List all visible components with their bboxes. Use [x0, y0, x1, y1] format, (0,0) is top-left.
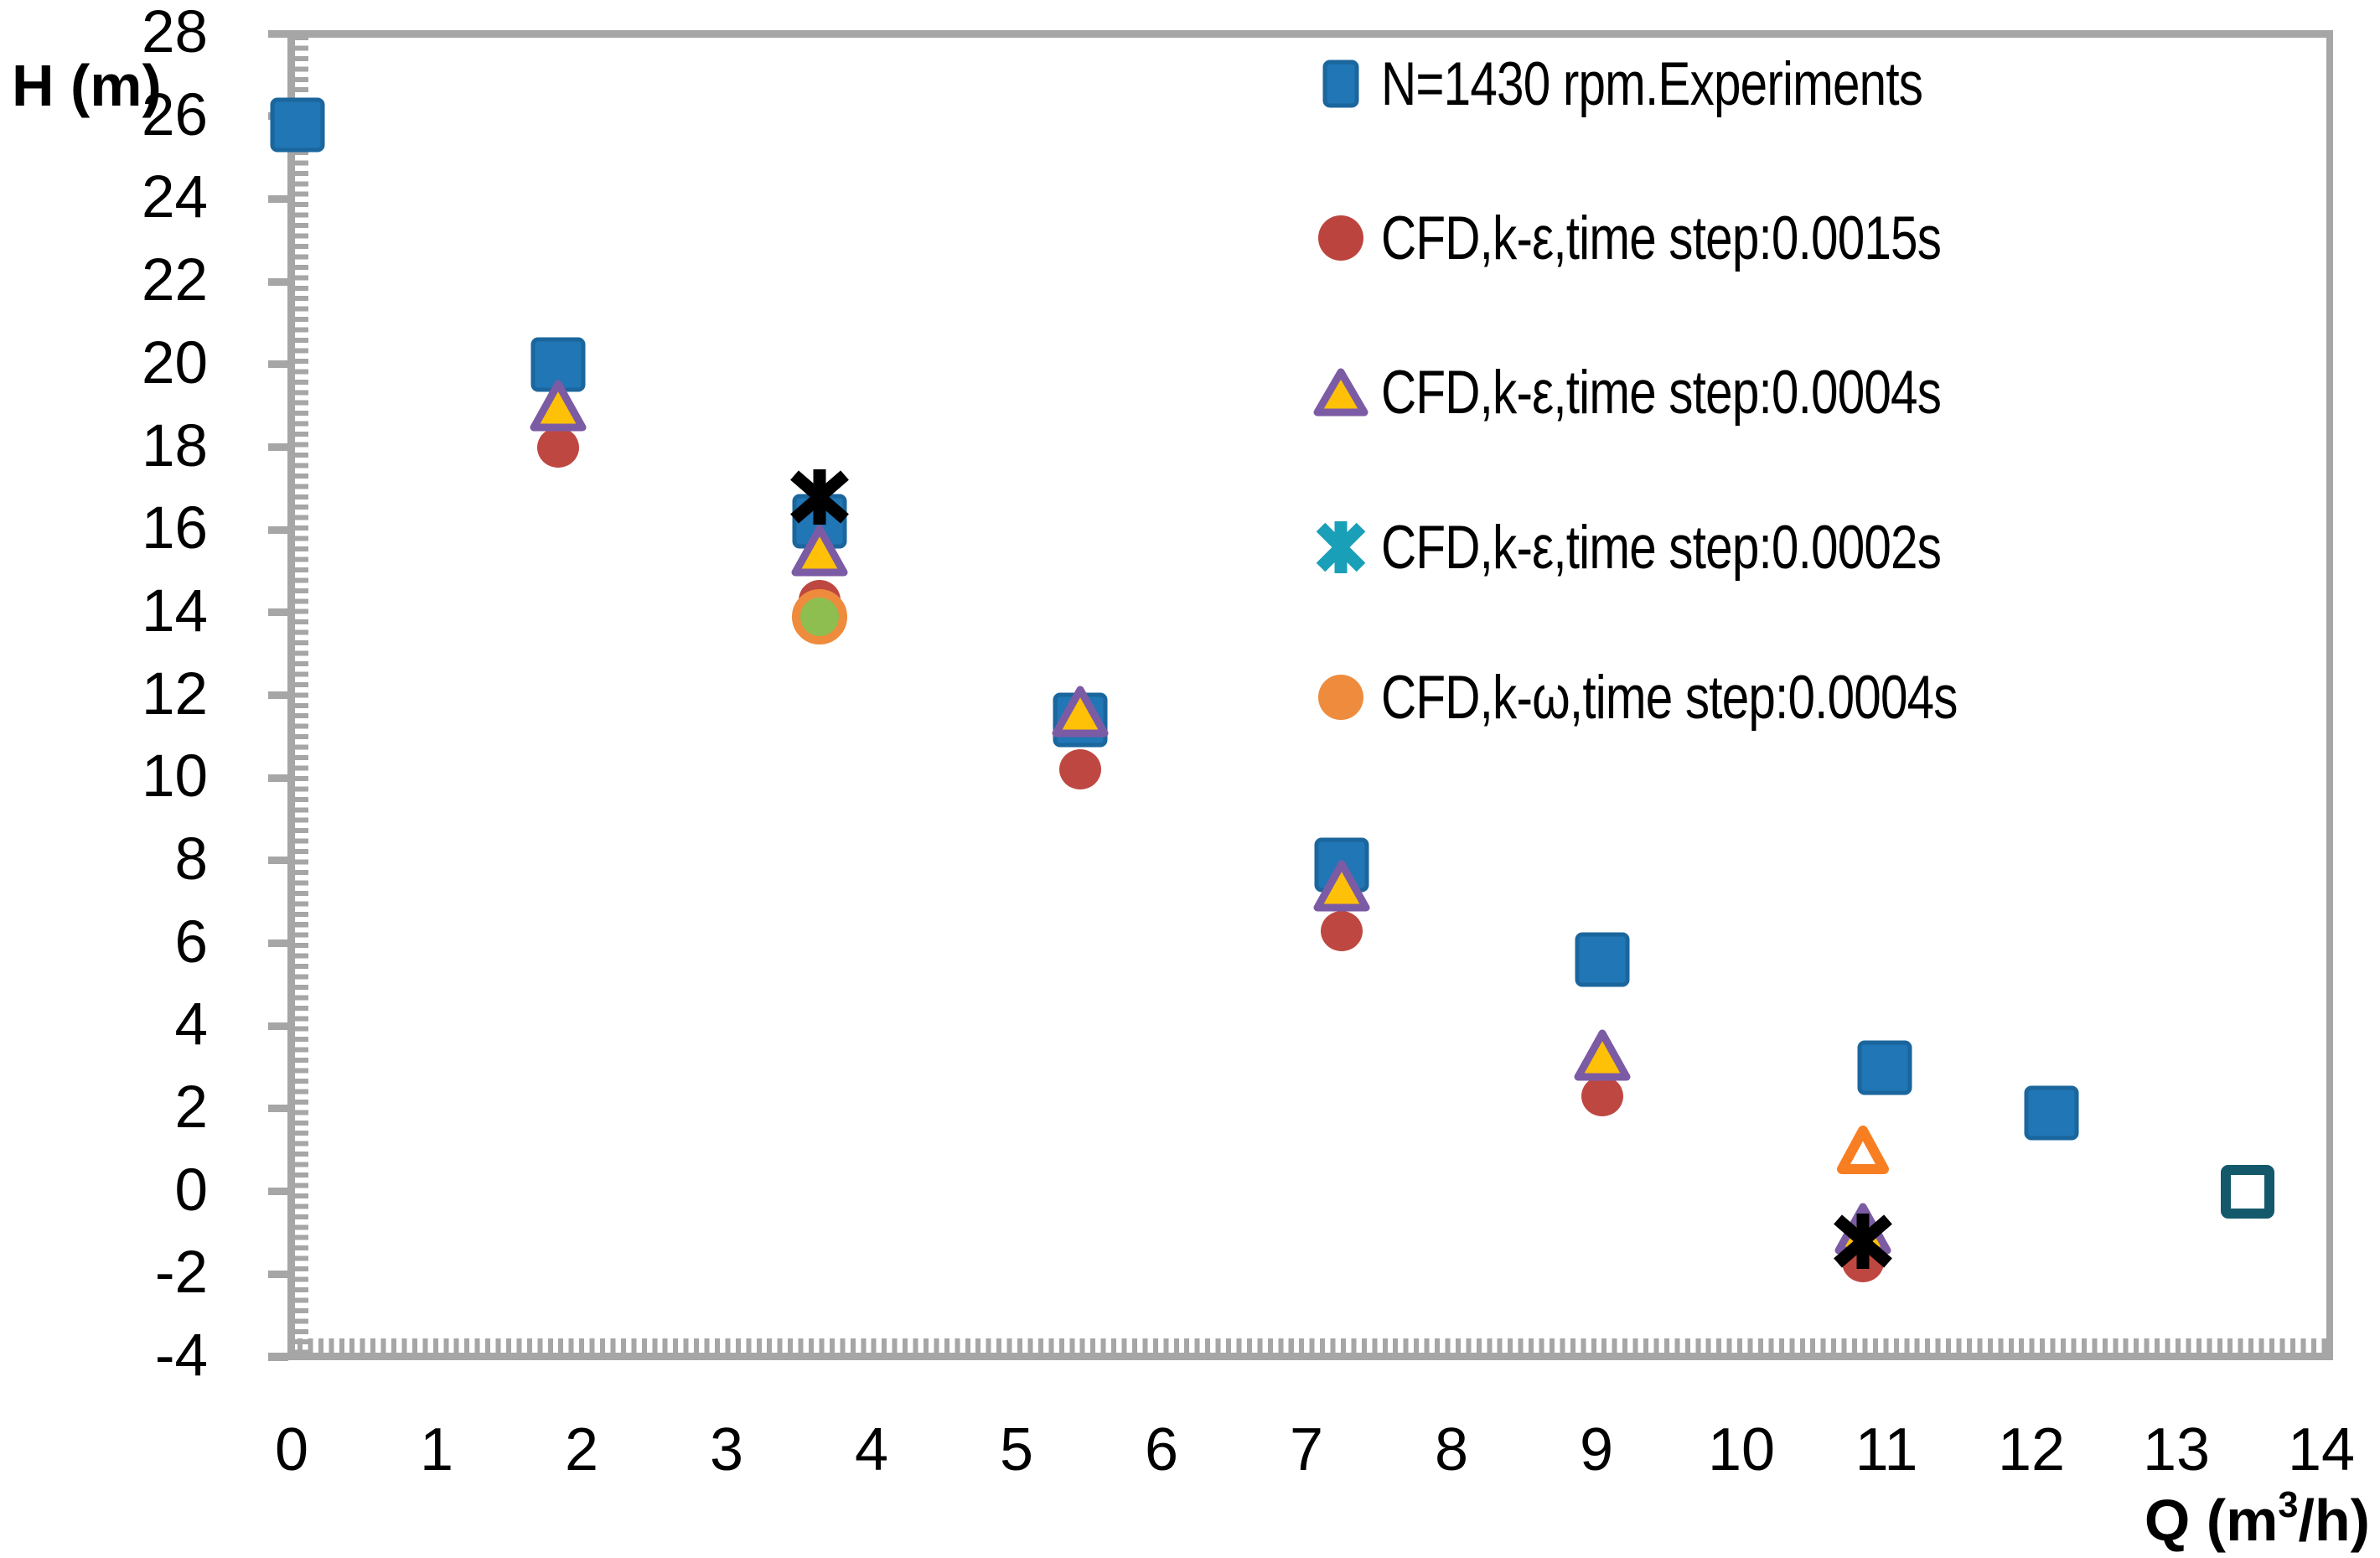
legend-label: CFD,k-ε,time step:0.0004s	[1381, 358, 1942, 427]
legend-item-1: CFD,k-ε,time step:0.0015s	[1312, 203, 2081, 273]
data-point-s3-0	[791, 588, 848, 645]
legend-item-2: CFD,k-ε,time step:0.0004s	[1312, 357, 2081, 427]
legend-marker-asterisk-icon	[1312, 521, 1370, 573]
y-major-tick-8	[268, 857, 288, 865]
data-point-s6-1	[1834, 1213, 1893, 1269]
y-axis-minor-ticks	[295, 35, 308, 1353]
legend-label: N=1430 rpm.Experiments	[1381, 49, 1923, 118]
y-tick-label-14: 14	[142, 577, 208, 644]
data-point-s2-2	[1052, 686, 1109, 738]
y-tick-label-12: 12	[142, 660, 208, 727]
data-point-s0-5	[1575, 932, 1630, 987]
legend-item-0: N=1430 rpm.Experiments	[1312, 49, 2058, 119]
data-point-s0-7	[2024, 1085, 2079, 1141]
data-point-s2-1	[791, 525, 848, 577]
data-point-s2-3	[1313, 860, 1370, 912]
y-tick-label-26: 26	[142, 81, 208, 148]
y-major-tick-6	[268, 939, 288, 948]
plot-top-border	[287, 30, 2333, 38]
legend-item-4: CFD,k-ω,time step:0.0004s	[1312, 662, 2102, 732]
y-major-tick-4	[268, 1022, 288, 1030]
legend-label: CFD,k-ε,time step:0.0002s	[1381, 513, 1942, 582]
y-tick-label-16: 16	[142, 495, 208, 562]
x-tick-label-3: 3	[709, 1416, 744, 1483]
y-tick-label--4: -4	[154, 1322, 208, 1389]
y-major-tick-18	[268, 443, 288, 452]
y-major-tick-0	[268, 1188, 288, 1196]
y-major-tick-12	[268, 691, 288, 700]
y-axis-title-text: H (m)	[12, 53, 162, 118]
y-axis-line	[287, 34, 295, 1360]
data-point-s2-4	[1574, 1029, 1631, 1081]
y-major-tick-20	[268, 360, 288, 369]
data-point-s6-0	[789, 468, 849, 525]
x-tick-label-1: 1	[419, 1416, 454, 1483]
x-axis-line	[268, 1353, 2333, 1360]
x-axis-title: Q (m3/h)	[2144, 1485, 2370, 1553]
data-point-s1-3	[1320, 910, 1363, 952]
y-tick-label-10: 10	[142, 743, 208, 810]
x-tick-label-14: 14	[2287, 1416, 2356, 1483]
legend-marker-triangle-icon	[1312, 368, 1370, 417]
y-tick-label-18: 18	[142, 412, 208, 479]
y-major-tick-14	[268, 608, 288, 617]
y-axis-title: H (m)	[12, 52, 162, 119]
x-tick-label-0: 0	[274, 1416, 309, 1483]
data-point-s1-4	[1581, 1075, 1624, 1117]
y-major-tick-16	[268, 525, 288, 534]
y-tick-label--2: -2	[154, 1240, 208, 1307]
x-tick-label-13: 13	[2142, 1416, 2211, 1483]
data-point-s0-6	[1857, 1040, 1912, 1095]
y-tick-label-8: 8	[174, 826, 209, 893]
x-tick-label-2: 2	[564, 1416, 599, 1483]
y-major-tick--4	[268, 1353, 288, 1361]
x-tick-label-9: 9	[1579, 1416, 1614, 1483]
x-tick-label-7: 7	[1289, 1416, 1324, 1483]
y-major-tick-28	[268, 29, 288, 38]
y-tick-label-28: 28	[142, 0, 208, 66]
data-point-s5-0	[2220, 1164, 2274, 1219]
data-point-s2-0	[530, 380, 587, 432]
legend-marker-ellipse-icon	[1312, 674, 1370, 721]
legend-marker-square-icon	[1312, 60, 1370, 108]
x-tick-label-12: 12	[1997, 1416, 2066, 1483]
x-tick-label-6: 6	[1144, 1416, 1179, 1483]
x-tick-label-10: 10	[1707, 1416, 1776, 1483]
y-major-tick-22	[268, 277, 288, 286]
y-tick-label-24: 24	[142, 164, 208, 231]
y-tick-label-2: 2	[174, 1074, 209, 1141]
data-point-s1-0	[536, 427, 580, 468]
data-point-s1-2	[1058, 748, 1102, 790]
legend-label: CFD,k-ω,time step:0.0004s	[1381, 663, 1958, 732]
data-point-s0-0	[270, 97, 325, 153]
y-major-tick-2	[268, 1105, 288, 1113]
y-tick-label-20: 20	[142, 329, 208, 396]
legend-item-3: CFD,k-ε,time step:0.0002s	[1312, 512, 2081, 582]
legend-marker-ellipse-icon	[1312, 215, 1370, 261]
x-tick-label-5: 5	[999, 1416, 1034, 1483]
legend-label: CFD,k-ε,time step:0.0015s	[1381, 204, 1942, 272]
x-axis-title-superscript: 3	[2278, 1485, 2299, 1525]
x-axis-minor-ticks	[298, 1338, 2333, 1353]
y-tick-label-22: 22	[142, 247, 208, 314]
plot-right-border	[2326, 30, 2333, 1360]
y-major-tick--2	[268, 1270, 288, 1278]
y-tick-label-6: 6	[174, 908, 209, 976]
y-tick-label-4: 4	[174, 991, 209, 1059]
data-point-s4-0	[1836, 1125, 1890, 1175]
x-tick-label-8: 8	[1434, 1416, 1469, 1483]
y-major-tick-10	[268, 774, 288, 782]
x-tick-label-11: 11	[1855, 1416, 1918, 1483]
y-major-tick-24	[268, 194, 288, 203]
y-tick-label-0: 0	[174, 1157, 209, 1224]
x-tick-label-4: 4	[854, 1416, 889, 1483]
